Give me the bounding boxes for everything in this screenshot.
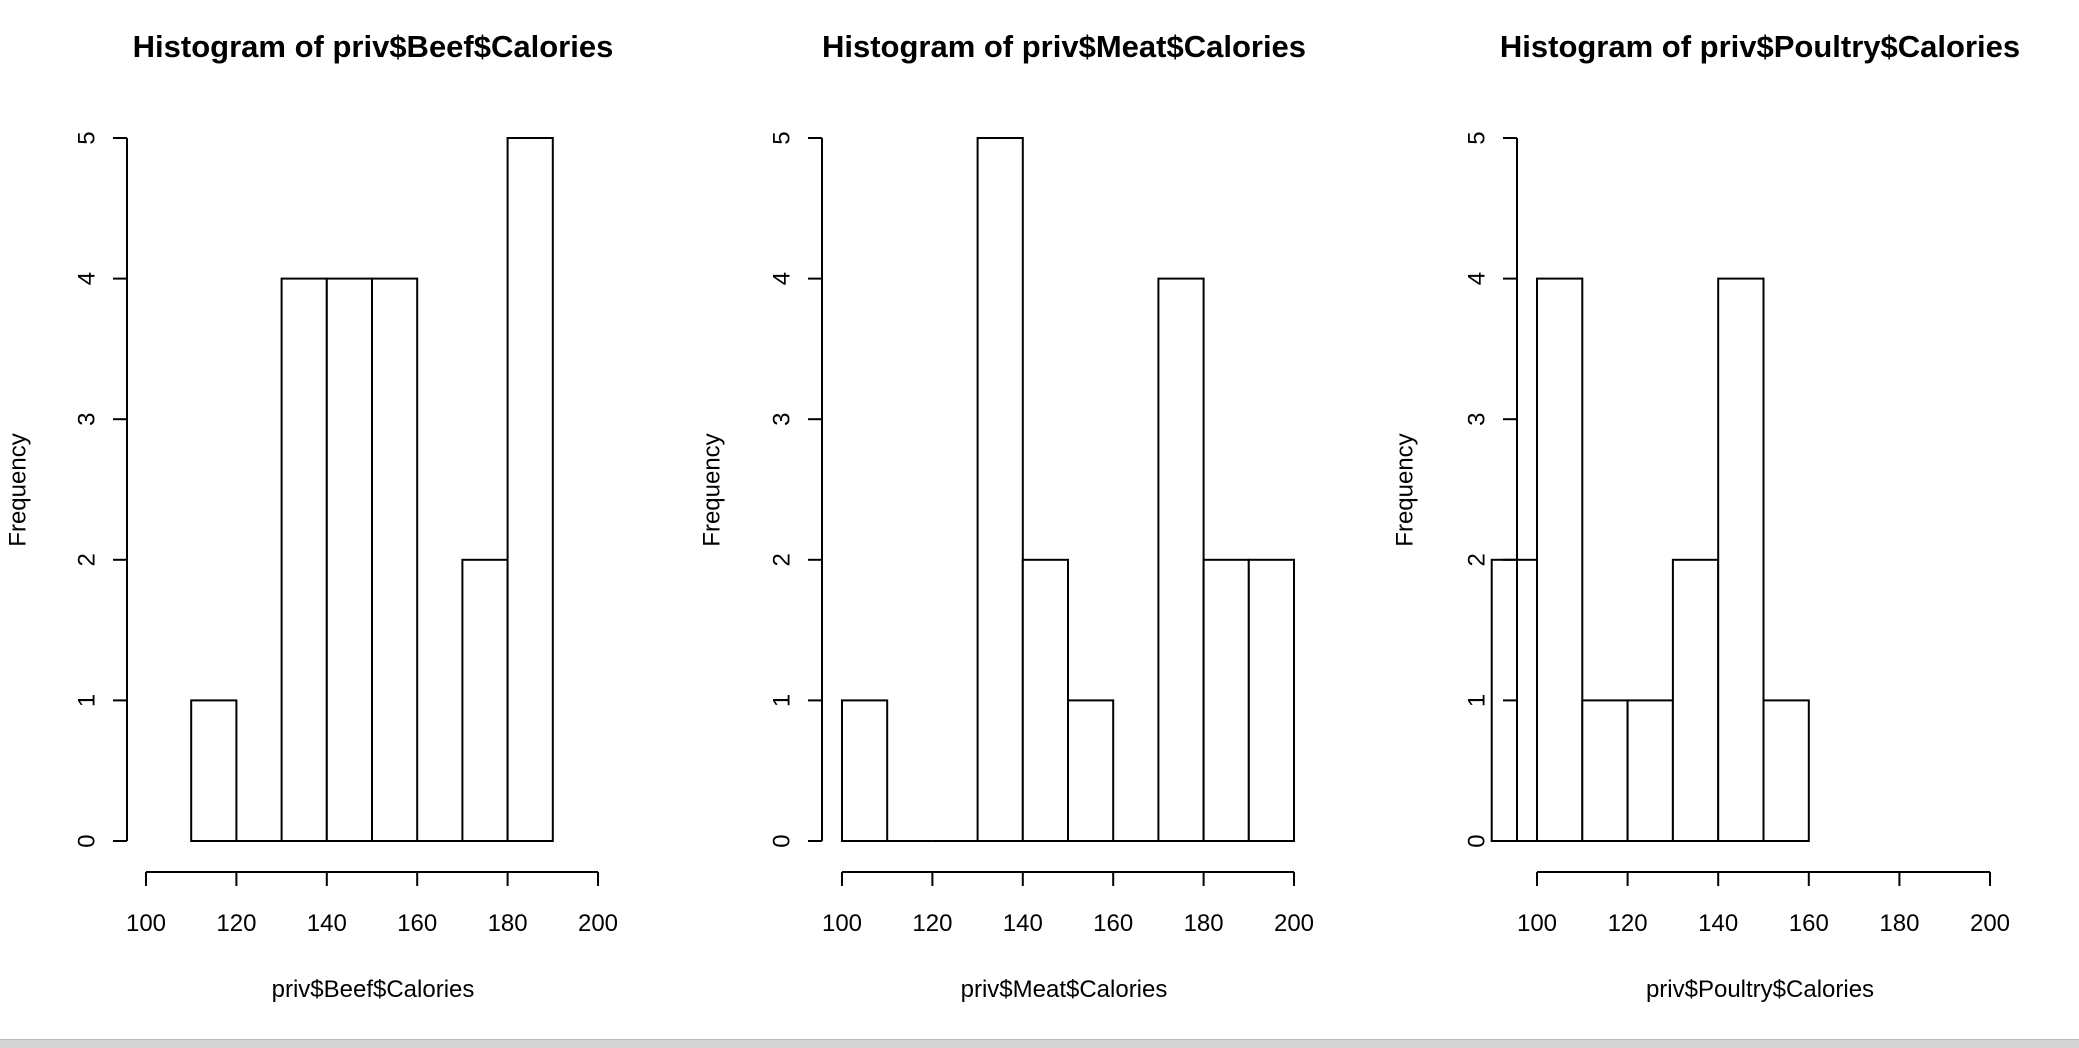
histogram-bar [1762,699,1810,843]
y-tick-label: 0 [769,834,796,847]
x-tick-label: 100 [126,910,166,937]
histogram-bar [1536,277,1584,843]
histogram-bar [280,277,328,843]
y-tick-label: 1 [769,694,796,707]
chart-title: Histogram of priv$Beef$Calories [133,29,614,64]
x-tick-label: 120 [216,910,256,937]
y-tick-label: 0 [1464,834,1491,847]
x-axis-label: priv$Poultry$Calories [1646,976,1874,1003]
y-tick-label: 2 [1464,553,1491,566]
y-axis-label: Frequency [1392,433,1419,546]
histogram-bar [1157,277,1205,843]
y-tick-label: 3 [1464,413,1491,426]
y-axis-label: Frequency [699,433,726,546]
x-tick-label: 180 [1879,910,1919,937]
histogram-bar [1021,558,1069,842]
x-tick-label: 200 [1970,910,2010,937]
histogram-bar [1671,558,1720,842]
y-tick-label: 1 [74,694,101,707]
y-tick-label: 0 [74,834,101,847]
x-tick-label: 140 [1698,910,1738,937]
x-tick-label: 120 [1608,910,1648,937]
y-axis-label: Frequency [5,433,32,546]
histogram-bar [976,137,1024,842]
x-tick-label: 160 [1093,910,1133,937]
histogram-bar [371,277,419,843]
histogram-bar [325,277,373,843]
y-tick-label: 2 [74,553,101,566]
histogram-bar [841,699,889,843]
y-tick-label: 3 [74,413,101,426]
histogram-bar [461,558,509,842]
x-tick-label: 160 [1789,910,1829,937]
histogram-bar [190,699,238,843]
y-tick-label: 5 [769,131,796,144]
y-tick-label: 5 [1464,131,1491,144]
y-tick-label: 4 [74,272,101,285]
chart-title: Histogram of priv$Meat$Calories [822,29,1306,64]
x-tick-label: 140 [1003,910,1043,937]
histogram-bar [506,137,554,842]
histogram-bar [1247,558,1296,842]
y-tick-label: 2 [769,553,796,566]
x-tick-label: 180 [1184,910,1224,937]
x-tick-label: 160 [397,910,437,937]
x-tick-label: 140 [307,910,347,937]
x-axis-label: priv$Beef$Calories [272,976,475,1003]
y-tick-label: 5 [74,131,101,144]
chart-title: Histogram of priv$Poultry$Calories [1500,29,2020,64]
y-tick-label: 4 [769,272,796,285]
y-tick-label: 4 [1464,272,1491,285]
histogram-bar [1202,558,1250,842]
y-tick-label: 1 [1464,694,1491,707]
x-tick-label: 100 [822,910,862,937]
y-tick-label: 3 [769,413,796,426]
x-tick-label: 100 [1517,910,1557,937]
x-axis-label: priv$Meat$Calories [961,976,1168,1003]
x-tick-label: 120 [912,910,952,937]
x-tick-label: 200 [578,910,618,937]
histogram-bar [1626,699,1674,843]
histogram-bar [1067,699,1115,843]
histogram-bar [1717,277,1765,843]
x-tick-label: 200 [1274,910,1314,937]
histogram-bar [1581,699,1629,843]
x-tick-label: 180 [488,910,528,937]
